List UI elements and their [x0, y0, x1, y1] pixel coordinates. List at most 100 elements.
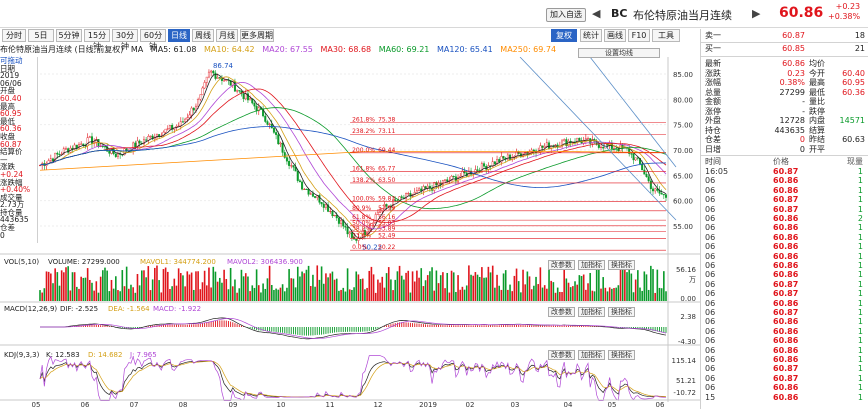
period-tab[interactable]: 5日 [28, 29, 54, 42]
volume-bar [240, 269, 243, 301]
kline-chart[interactable]: 85.00 80.00 75.00 70.00 65.00 60.00 55.00 86.74… [0, 57, 700, 409]
volume-bar [463, 289, 466, 301]
volume-bar [608, 287, 611, 301]
volume-bar [654, 292, 656, 301]
tick-volume: 1 [857, 298, 863, 308]
tick-volume: 1 [857, 392, 863, 402]
period-tab[interactable]: 周线 [192, 29, 214, 42]
volume-bar [91, 282, 93, 301]
add-watchlist-button[interactable]: 加入自选 [546, 8, 586, 22]
volume-bar [530, 289, 533, 301]
f10-button[interactable]: F10 [628, 29, 650, 42]
tools-button[interactable]: 工具 [652, 29, 680, 42]
volume-bar [459, 289, 462, 301]
tick-price: 60.87 [773, 204, 799, 214]
quote-label-2: 内盘 [809, 116, 825, 125]
candle-body [181, 121, 184, 123]
candle-body [199, 94, 202, 100]
vol-ma1: MAVOL1: 344774.200 [140, 258, 216, 266]
tick-volume: 1 [857, 167, 863, 176]
kdj-add-indicator-button[interactable]: 加指标 [578, 350, 605, 360]
fib-ratio: 61.8% [352, 214, 371, 221]
candle-body [242, 93, 245, 100]
period-tab[interactable]: 60分钟 [140, 29, 166, 51]
volume-bar [550, 280, 552, 301]
volume-bar [340, 289, 342, 301]
volume-bar [517, 281, 520, 301]
volume-bar [535, 276, 537, 301]
drag-handle[interactable]: 可拖动 [0, 56, 23, 65]
draw-line-button[interactable]: 画线 [604, 29, 626, 42]
volume-bar [69, 290, 72, 301]
volume-bar [348, 289, 351, 301]
adjust-button[interactable]: 复权 [551, 29, 577, 42]
period-tab[interactable]: 5分钟 [56, 29, 82, 42]
volume-bar [582, 274, 585, 301]
volume-bar [606, 291, 609, 301]
volume-bar [394, 279, 397, 301]
quote-label-2: 均价 [809, 59, 825, 68]
volume-bar [619, 266, 622, 301]
volume-bar [52, 283, 54, 301]
period-tab[interactable]: 月线 [216, 29, 238, 42]
quote-row: 最新 60.86 均价 [705, 59, 865, 69]
macd-params-button[interactable]: 改参数 [548, 307, 575, 317]
candle-body [418, 188, 421, 191]
tick-row: 06 60.86 1 [705, 242, 865, 251]
volume-bar [502, 273, 505, 301]
prev-symbol-icon[interactable]: ◀ [592, 7, 601, 20]
volume-bar [296, 266, 299, 301]
tick-row: 15 60.86 1 [705, 393, 865, 402]
candle-body [285, 157, 288, 162]
volume-bar [546, 288, 548, 301]
tick-time: 06 [705, 270, 716, 280]
volume-bar [212, 266, 215, 301]
quote-value: 0.23 [787, 68, 805, 78]
macd-add-indicator-button[interactable]: 加指标 [578, 307, 605, 317]
vol-add-indicator-button[interactable]: 加指标 [578, 260, 605, 270]
candle-body [645, 174, 648, 177]
kdj-params-button[interactable]: 改参数 [548, 350, 575, 360]
tick-row: 06 60.86 1 [705, 327, 865, 336]
candle-body [142, 139, 145, 145]
candle-body [394, 199, 397, 201]
kdj-switch-indicator-button[interactable]: 换指标 [608, 350, 635, 360]
stats-button[interactable]: 统计 [580, 29, 602, 42]
tick-time: 06 [705, 176, 716, 186]
macd-switch-indicator-button[interactable]: 换指标 [608, 307, 635, 317]
oi-label: 持仓量 [0, 207, 23, 217]
low-label: 最低 [0, 116, 15, 126]
ma-settings-button[interactable]: 设置均线 [578, 48, 660, 58]
quote-row: 外盘 12728 内盘 14571 [705, 116, 865, 126]
vol-switch-indicator-button[interactable]: 换指标 [608, 260, 635, 270]
volume-bar [95, 281, 98, 301]
quote-label: 持仓 [705, 125, 721, 135]
volume-bar [533, 285, 535, 301]
tick-row: 06 60.86 1 [705, 186, 865, 195]
volume-bar [318, 279, 321, 301]
candle-body [383, 204, 386, 209]
more-periods-button[interactable]: 更多周期 [240, 29, 274, 42]
instrument-title: 布伦特原油当月连续 (日线,前复权) [0, 45, 124, 54]
next-symbol-icon[interactable]: ▶ [752, 7, 761, 20]
volume-bar [359, 279, 362, 301]
volume-bar [47, 271, 50, 301]
bar-info-panel[interactable]: 可拖动 日期 2019 06/06 开盘 60.40 最高 60.95 最低 6… [0, 57, 38, 243]
volume-bar [455, 291, 457, 301]
tick-volume: 1 [857, 232, 863, 242]
ma10-value: MA10: 64.42 [203, 45, 255, 54]
fib-value: 59.83 [378, 196, 395, 203]
vol-params-button[interactable]: 改参数 [548, 260, 575, 270]
candle-body [617, 148, 620, 152]
period-tab[interactable]: 30分钟 [112, 29, 138, 51]
candle-body [463, 170, 466, 174]
volume-bar [398, 265, 401, 301]
x-axis-label: 08 [179, 401, 188, 409]
volume-bar [80, 276, 82, 301]
tick-time: 06 [705, 336, 716, 346]
candle-body [660, 193, 663, 195]
period-tab[interactable]: 分时 [2, 29, 26, 42]
pct-value: +0.40% [0, 185, 31, 195]
period-tab[interactable]: 15分钟 [84, 29, 110, 51]
period-tab-active[interactable]: 日线 [168, 29, 190, 42]
